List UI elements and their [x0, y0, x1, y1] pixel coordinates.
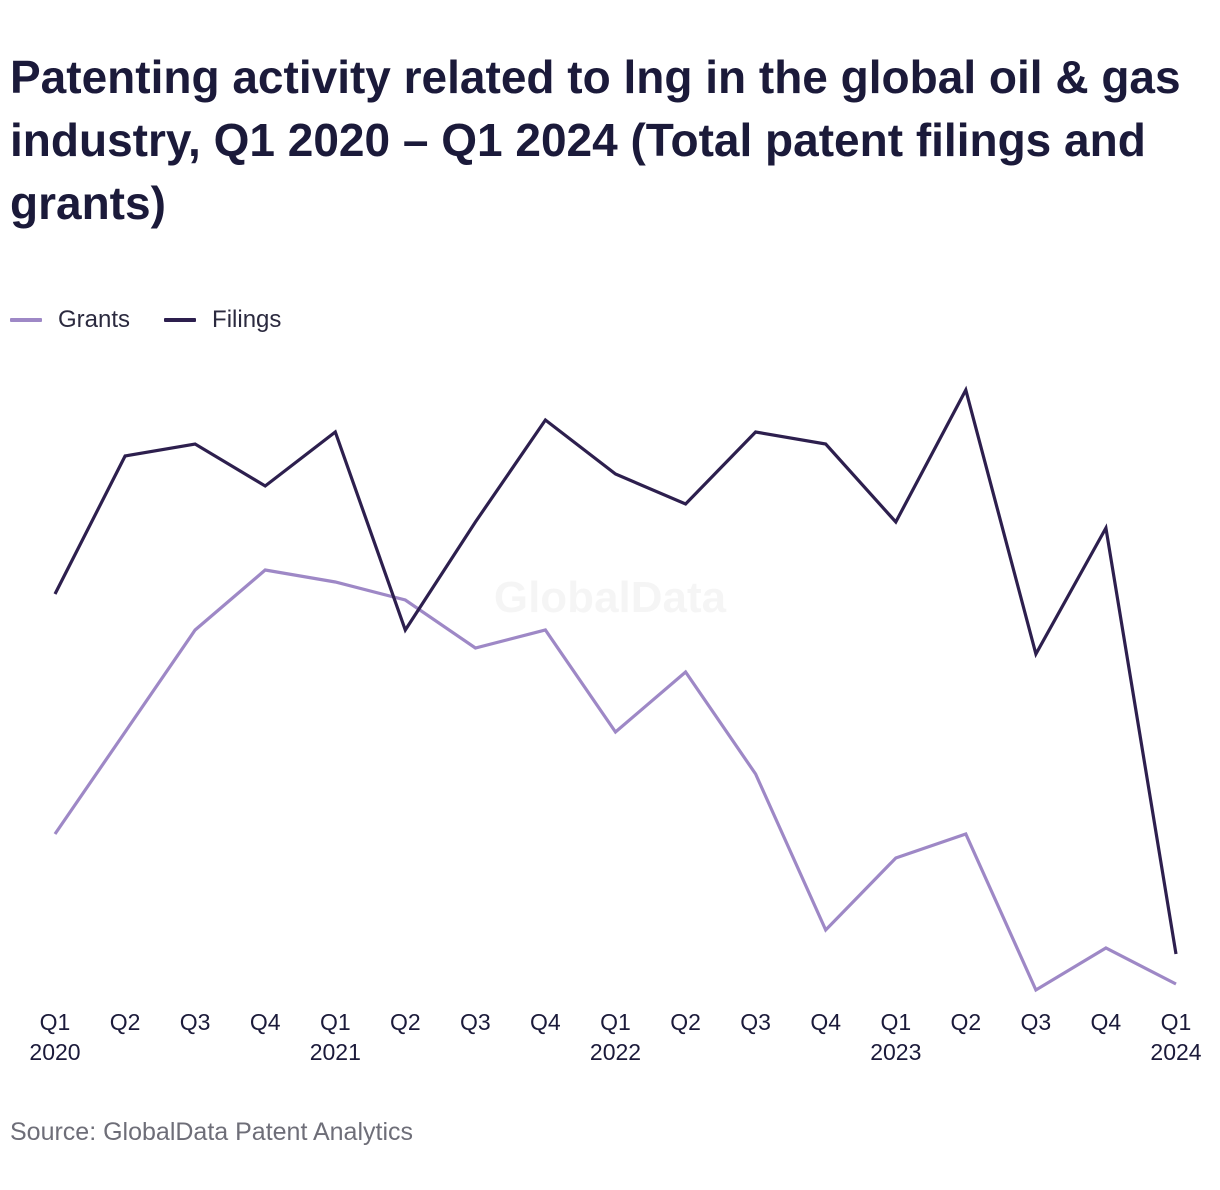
watermark: GlobalData	[494, 573, 727, 622]
data-point-filings	[610, 468, 622, 480]
data-point-filings	[960, 384, 972, 396]
data-point-filings	[49, 588, 61, 600]
filings-swatch	[164, 318, 197, 322]
x-tick-quarter: Q3	[460, 1009, 491, 1035]
legend-label-filings: Filings	[212, 306, 282, 333]
x-tick-label: Q2	[110, 1009, 141, 1035]
x-axis-ticks: Q1 2020 Q2 Q3 Q4 Q1 2021 Q2 Q3 Q4 Q1 2022 Q2 Q3 Q4 Q1 20…	[29, 1009, 1201, 1065]
data-point-grants	[960, 828, 972, 840]
data-point-grants	[1170, 978, 1182, 990]
data-point-filings	[189, 438, 201, 450]
data-point-grants	[539, 624, 551, 636]
x-tick-label: Q1 2024	[1150, 1009, 1201, 1065]
data-point-grants	[750, 768, 762, 780]
x-tick-quarter: Q2	[950, 1009, 981, 1035]
x-tick-quarter: Q4	[810, 1009, 841, 1035]
x-tick-label: Q3	[180, 1009, 211, 1035]
data-point-filings	[259, 480, 271, 492]
data-point-grants	[820, 924, 832, 936]
x-tick-year: 2021	[310, 1039, 361, 1065]
series-line-grants	[53, 568, 1177, 993]
x-tick-quarter: Q4	[530, 1009, 561, 1035]
data-point-grants	[1100, 942, 1112, 954]
data-point-filings	[680, 498, 692, 510]
data-point-grants	[259, 564, 271, 576]
x-tick-year: 2024	[1150, 1039, 1201, 1065]
x-tick-label: Q2	[390, 1009, 421, 1035]
data-point-grants	[1030, 984, 1042, 996]
data-point-filings	[820, 438, 832, 450]
data-point-grants	[399, 594, 411, 606]
x-tick-label: Q1 2020	[29, 1009, 80, 1065]
source-note: Source: GlobalData Patent Analytics	[10, 1118, 414, 1146]
x-tick-quarter: Q3	[180, 1009, 211, 1035]
x-tick-quarter: Q2	[110, 1009, 141, 1035]
data-point-grants	[680, 666, 692, 678]
x-tick-label: Q3	[460, 1009, 491, 1035]
x-tick-quarter: Q1	[880, 1009, 911, 1035]
x-tick-quarter: Q3	[740, 1009, 771, 1035]
x-tick-label: Q2	[670, 1009, 701, 1035]
x-tick-label: Q3	[740, 1009, 771, 1035]
x-tick-quarter: Q4	[1091, 1009, 1122, 1035]
data-point-filings	[329, 426, 341, 438]
data-point-filings	[1170, 948, 1182, 960]
data-point-grants	[469, 642, 481, 654]
x-tick-quarter: Q2	[390, 1009, 421, 1035]
data-point-filings	[890, 516, 902, 528]
data-point-filings	[119, 450, 131, 462]
data-point-grants	[329, 576, 341, 588]
x-tick-label: Q3	[1021, 1009, 1052, 1035]
data-point-grants	[610, 726, 622, 738]
data-point-grants	[119, 726, 131, 738]
legend-item-filings: Filings	[164, 306, 281, 334]
x-tick-year: 2020	[29, 1039, 80, 1065]
data-point-filings	[399, 624, 411, 636]
x-tick-label: Q1 2022	[590, 1009, 641, 1065]
x-tick-label: Q2	[950, 1009, 981, 1035]
data-point-filings	[1100, 522, 1112, 534]
x-tick-quarter: Q4	[250, 1009, 281, 1035]
legend-item-grants: Grants	[10, 306, 130, 334]
x-tick-quarter: Q1	[1161, 1009, 1192, 1035]
series-line-filings	[53, 385, 1178, 955]
x-tick-quarter: Q1	[40, 1009, 71, 1035]
x-tick-label: Q4	[1091, 1009, 1122, 1035]
x-tick-label: Q1 2021	[310, 1009, 361, 1065]
legend: Grants Filings	[10, 306, 315, 334]
x-tick-quarter: Q3	[1021, 1009, 1052, 1035]
data-point-filings	[1030, 648, 1042, 660]
x-tick-label: Q4	[530, 1009, 561, 1035]
x-tick-quarter: Q1	[600, 1009, 631, 1035]
x-tick-year: 2023	[870, 1039, 921, 1065]
data-point-grants	[189, 624, 201, 636]
data-point-filings	[539, 414, 551, 426]
data-point-filings	[750, 426, 762, 438]
grants-swatch	[10, 318, 42, 322]
x-tick-label: Q4	[810, 1009, 841, 1035]
data-point-filings	[469, 516, 481, 528]
x-tick-year: 2022	[590, 1039, 641, 1065]
x-tick-label: Q4	[250, 1009, 281, 1035]
series-layer	[49, 384, 1182, 996]
x-tick-label: Q1 2023	[870, 1009, 921, 1065]
chart-title: Patenting activity related to lng in the…	[10, 51, 1181, 229]
line-chart: GlobalData Q1 2020 Q2 Q3 Q4 Q1 2021 Q2 Q3 Q4 Q1 202…	[29, 384, 1202, 1065]
x-tick-quarter: Q2	[670, 1009, 701, 1035]
data-point-grants	[890, 852, 902, 864]
x-tick-quarter: Q1	[320, 1009, 351, 1035]
legend-label-grants: Grants	[58, 306, 131, 333]
data-point-grants	[49, 828, 61, 840]
